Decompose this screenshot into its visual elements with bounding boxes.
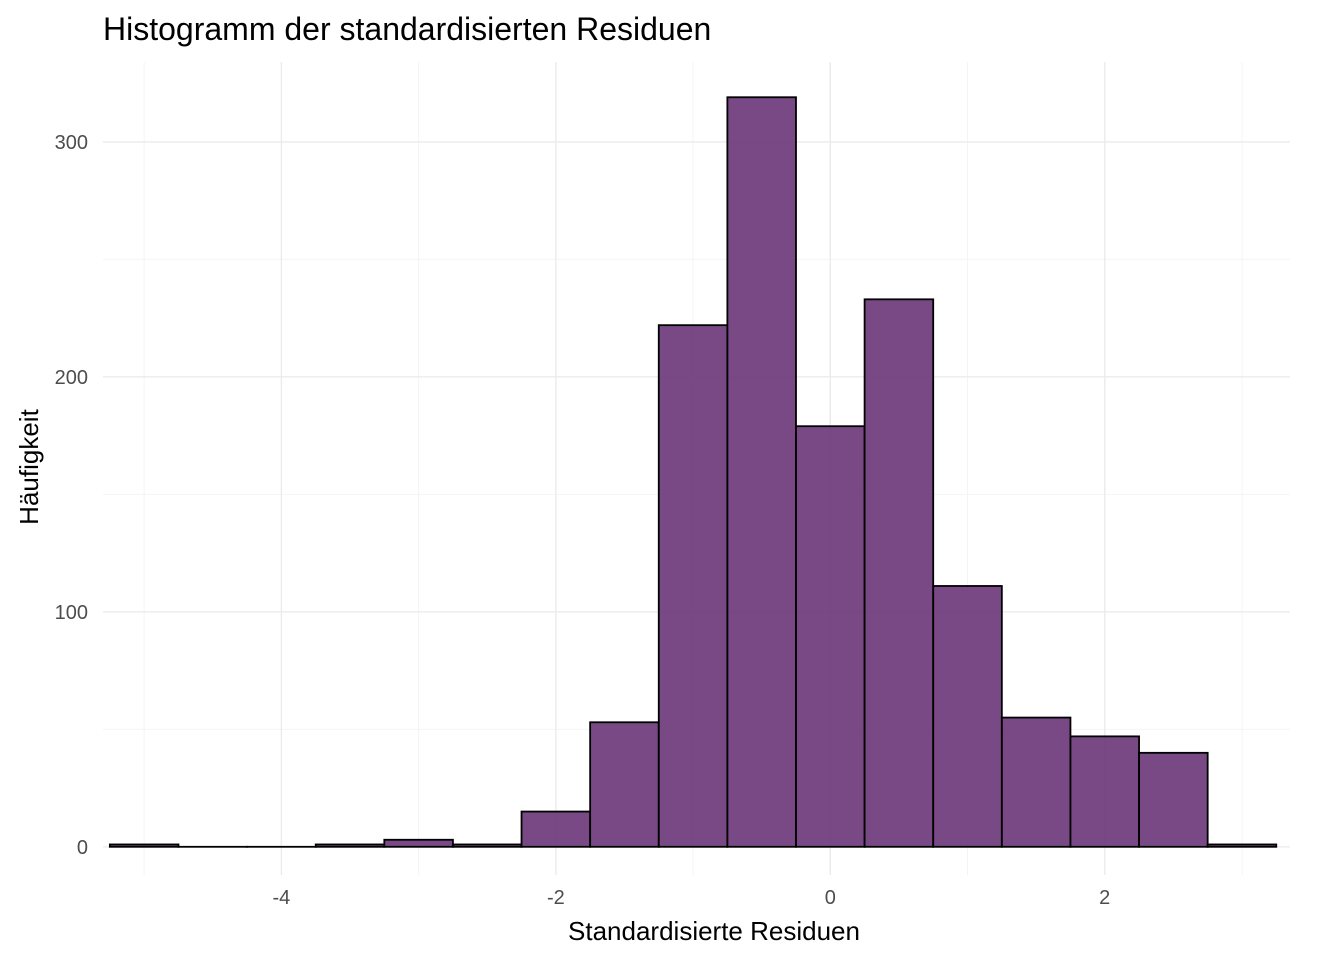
- histogram-bar: [932, 585, 1003, 848]
- histogram-bar: [589, 721, 660, 848]
- histogram-bar: [383, 838, 454, 848]
- y-tick-label: 200: [55, 367, 88, 389]
- histogram-bar: [1069, 735, 1140, 848]
- x-tick-label: -2: [547, 887, 565, 909]
- x-tick-label: 2: [1099, 887, 1110, 909]
- x-axis-ticks: -4 -2 0 2: [272, 887, 1110, 909]
- histogram-bar: [452, 843, 523, 848]
- histogram-bar: [520, 810, 592, 848]
- histogram-bar: [314, 843, 386, 848]
- histogram-bar: [1206, 843, 1278, 848]
- histogram-bars: [108, 96, 1278, 848]
- histogram-bar: [108, 843, 180, 848]
- histogram-bar: [795, 425, 866, 848]
- y-tick-label: 100: [55, 602, 88, 624]
- chart-title: Histogramm der standardisierten Residuen: [103, 11, 711, 47]
- y-axis-title: Häufigkeit: [14, 408, 44, 524]
- y-tick-label: 0: [77, 837, 88, 859]
- histogram-bar: [1000, 716, 1072, 848]
- histogram-bar: [726, 96, 797, 848]
- histogram-bar: [1138, 751, 1209, 848]
- histogram-bar: [657, 324, 729, 848]
- histogram-bar: [863, 298, 935, 848]
- x-tick-label: -4: [272, 887, 290, 909]
- y-axis-ticks: 0 100 200 300: [55, 132, 88, 859]
- y-tick-label: 300: [55, 132, 88, 154]
- x-axis-title: Standardisierte Residuen: [568, 916, 860, 946]
- x-tick-label: 0: [825, 887, 836, 909]
